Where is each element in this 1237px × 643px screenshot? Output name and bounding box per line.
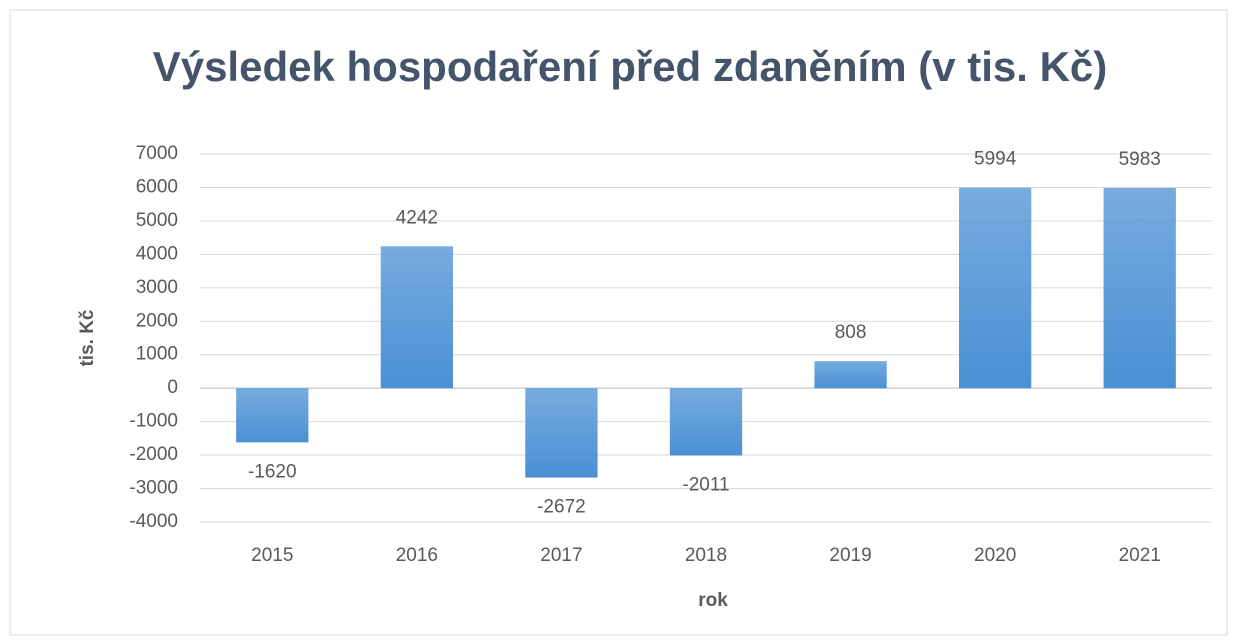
y-tick-label: 0 xyxy=(167,377,178,398)
chart-title: Výsledek hospodaření před zdaněním (v ti… xyxy=(153,43,1108,90)
y-tick-label: -3000 xyxy=(129,478,178,499)
bar xyxy=(669,388,743,456)
y-tick-label: 2000 xyxy=(136,310,178,331)
y-tick-label: -2000 xyxy=(129,444,178,465)
y-tick-label: 6000 xyxy=(136,176,178,197)
y-tick-label: 4000 xyxy=(136,243,178,264)
bar xyxy=(236,388,309,443)
bar xyxy=(959,187,1032,389)
data-label: 4242 xyxy=(396,207,438,228)
bar xyxy=(380,246,453,389)
y-tick-label: 1000 xyxy=(136,344,178,365)
x-tick-label: 2017 xyxy=(540,545,582,566)
x-tick-label: 2021 xyxy=(1119,545,1161,566)
data-label: -2672 xyxy=(537,497,586,518)
x-tick-label: 2016 xyxy=(396,545,438,566)
y-axis-title: tis. Kč xyxy=(77,309,98,366)
y-tick-label: -1000 xyxy=(129,411,178,432)
x-tick-label: 2020 xyxy=(974,545,1016,566)
y-tick-label: 3000 xyxy=(136,277,178,298)
y-tick-label: 5000 xyxy=(136,210,178,231)
x-tick-label: 2019 xyxy=(829,545,871,566)
x-tick-label: 2018 xyxy=(685,545,727,566)
x-axis-title: rok xyxy=(698,590,728,611)
bar xyxy=(1103,188,1176,389)
y-tick-label: -4000 xyxy=(129,511,178,532)
data-label: 5994 xyxy=(974,149,1017,170)
data-label: -1620 xyxy=(248,461,297,482)
x-tick-label: 2015 xyxy=(251,545,293,566)
data-label: -2011 xyxy=(682,474,729,495)
data-label: 5983 xyxy=(1119,149,1161,170)
y-tick-label: 7000 xyxy=(136,143,178,164)
bar xyxy=(814,361,887,389)
chart-frame xyxy=(9,9,1228,636)
bar xyxy=(525,388,598,478)
data-label: 808 xyxy=(835,322,867,343)
